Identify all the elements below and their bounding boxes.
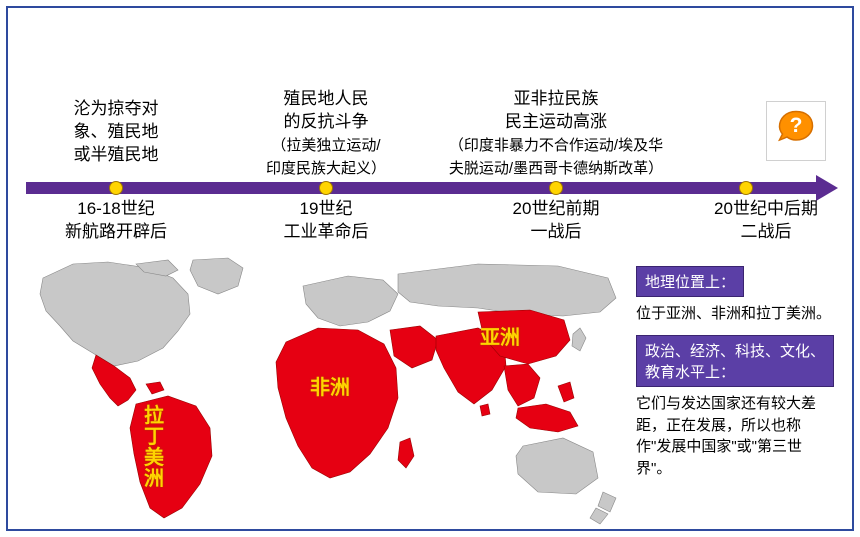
- line: 沦为掠夺对: [74, 99, 159, 118]
- note-body-dev: 它们与发达国家还有较大差距，正在发展，所以也称作"发展中国家"或"第三世界"。: [636, 393, 834, 480]
- note-body-geo: 位于亚洲、非洲和拉丁美洲。: [636, 303, 834, 325]
- line: 20世纪前期: [513, 199, 600, 218]
- line: 一战后: [530, 222, 581, 241]
- timeline-arrowhead: [816, 175, 838, 201]
- timeline: 沦为掠夺对 象、殖民地 或半殖民地 16-18世纪 新航路开辟后 殖民地人民 的…: [26, 66, 834, 236]
- timeline-dot-3: [739, 181, 753, 195]
- note-head-geo: 地理位置上：: [636, 266, 744, 297]
- line: 或半殖民地: [74, 145, 159, 164]
- side-notes: 地理位置上： 位于亚洲、非洲和拉丁美洲。 政治、经济、科技、文化、教育水平上： …: [636, 266, 834, 490]
- line: 象、殖民地: [74, 122, 159, 141]
- subline: 夫脱运动/墨西哥卡德纳斯改革）: [449, 160, 663, 177]
- char: 丁: [144, 426, 164, 448]
- line: 民主运动高涨: [505, 112, 607, 131]
- line: 新航路开辟后: [65, 222, 167, 241]
- timeline-event-2-above: 亚非拉民族 民主运动高涨 （印度非暴力不合作运动/埃及华 夫脱运动/墨西哥卡德纳…: [449, 88, 663, 180]
- line: 二战后: [740, 222, 791, 241]
- line: 工业革命后: [284, 222, 369, 241]
- line: 亚非拉民族: [513, 89, 598, 108]
- timeline-dot-1: [319, 181, 333, 195]
- subline: （印度非暴力不合作运动/埃及华: [449, 137, 663, 154]
- map-label-africa: 非洲: [310, 378, 350, 399]
- question-mark-icon: ?: [766, 101, 826, 161]
- timeline-axis: [26, 182, 816, 194]
- map-label-asia: 亚洲: [480, 328, 520, 349]
- map-label-latin-america: 拉 丁 美 洲: [144, 406, 164, 490]
- char: 洲: [144, 468, 164, 490]
- line: 19世纪: [300, 199, 353, 218]
- slide-frame: 沦为掠夺对 象、殖民地 或半殖民地 16-18世纪 新航路开辟后 殖民地人民 的…: [6, 6, 854, 531]
- timeline-event-1-below: 19世纪 工业革命后: [284, 198, 369, 244]
- subline: 印度民族大起义）: [266, 160, 386, 177]
- line: 20世纪中后期: [714, 199, 818, 218]
- timeline-event-0-above: 沦为掠夺对 象、殖民地 或半殖民地: [74, 98, 159, 167]
- svg-text:?: ?: [790, 114, 803, 137]
- line: 殖民地人民: [283, 89, 368, 108]
- char: 拉: [144, 405, 164, 427]
- timeline-dot-0: [109, 181, 123, 195]
- timeline-event-3-below: 20世纪中后期 二战后: [714, 198, 818, 244]
- line: 16-18世纪: [77, 199, 154, 218]
- world-map: 拉 丁 美 洲 非洲 亚洲: [18, 256, 628, 526]
- timeline-event-1-above: 殖民地人民 的反抗斗争 （拉美独立运动/ 印度民族大起义）: [266, 88, 386, 180]
- timeline-dot-2: [549, 181, 563, 195]
- char: 美: [144, 447, 164, 469]
- timeline-event-2-below: 20世纪前期 一战后: [513, 198, 600, 244]
- line: 的反抗斗争: [283, 112, 368, 131]
- note-head-dev: 政治、经济、科技、文化、教育水平上：: [636, 335, 834, 387]
- timeline-event-0-below: 16-18世纪 新航路开辟后: [65, 198, 167, 244]
- subline: （拉美独立运动/: [271, 137, 380, 154]
